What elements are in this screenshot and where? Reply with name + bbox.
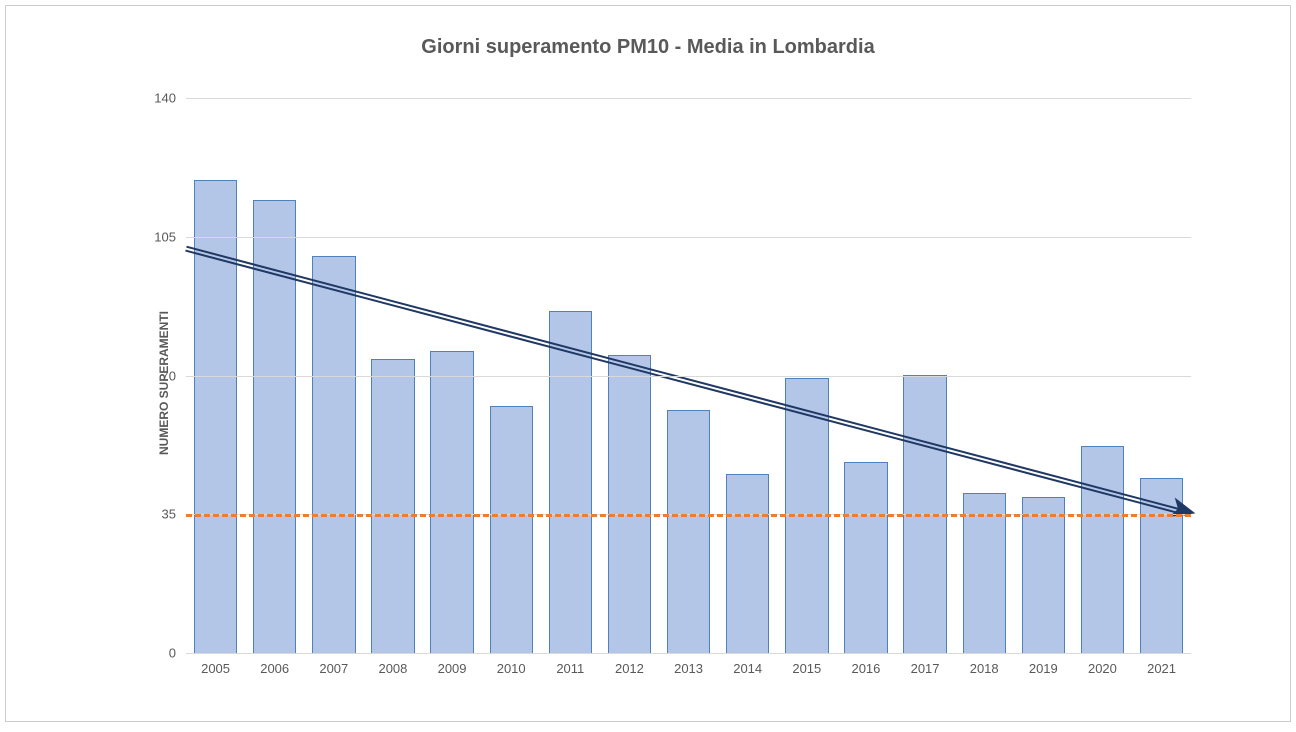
bar — [430, 351, 473, 653]
x-tick-label: 2018 — [970, 653, 999, 676]
x-tick-label: 2017 — [911, 653, 940, 676]
y-tick-label: 35 — [162, 507, 186, 522]
x-tick-label: 2021 — [1147, 653, 1176, 676]
bar — [1140, 478, 1183, 653]
bar — [194, 180, 237, 653]
x-tick-label: 2010 — [497, 653, 526, 676]
x-tick-label: 2009 — [438, 653, 467, 676]
bar — [371, 359, 414, 653]
chart-title: Giorni superamento PM10 - Media in Lomba… — [6, 36, 1290, 59]
x-tick-label: 2012 — [615, 653, 644, 676]
bar — [963, 493, 1006, 653]
x-tick-label: 2014 — [733, 653, 762, 676]
x-tick-label: 2008 — [378, 653, 407, 676]
bar — [253, 200, 296, 653]
gridline — [186, 98, 1191, 99]
reference-line — [186, 514, 1191, 517]
y-tick-label: 0 — [169, 646, 186, 661]
plot-area: 2005200620072008200920102011201220132014… — [186, 98, 1191, 653]
bar — [726, 474, 769, 653]
chart-container: Giorni superamento PM10 - Media in Lomba… — [5, 5, 1291, 722]
gridline — [186, 653, 1191, 654]
bar — [490, 406, 533, 653]
y-tick-label: 105 — [154, 229, 186, 244]
gridline — [186, 237, 1191, 238]
bar — [667, 410, 710, 653]
y-tick-label: 70 — [162, 368, 186, 383]
x-tick-label: 2015 — [792, 653, 821, 676]
x-tick-label: 2011 — [556, 653, 584, 676]
x-tick-label: 2007 — [319, 653, 348, 676]
x-tick-label: 2016 — [851, 653, 880, 676]
bar — [608, 355, 651, 653]
x-tick-label: 2019 — [1029, 653, 1058, 676]
bar — [1081, 446, 1124, 653]
bar — [312, 256, 355, 653]
x-tick-label: 2020 — [1088, 653, 1117, 676]
bar — [844, 462, 887, 653]
bar — [549, 311, 592, 653]
y-axis-title: NUMERO SUPERAMENTI — [157, 311, 171, 455]
x-tick-label: 2006 — [260, 653, 289, 676]
bar — [1022, 497, 1065, 653]
x-tick-label: 2013 — [674, 653, 703, 676]
gridline — [186, 376, 1191, 377]
y-tick-label: 140 — [154, 91, 186, 106]
x-tick-label: 2005 — [201, 653, 230, 676]
